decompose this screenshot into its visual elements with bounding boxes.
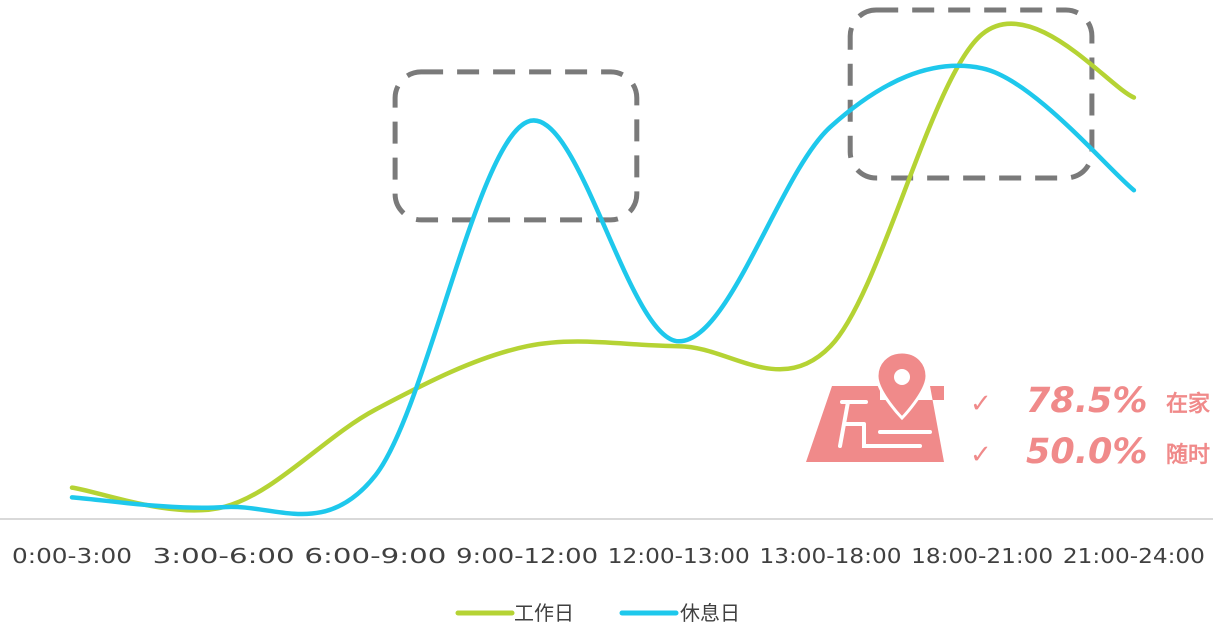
- legend-label-2: 休息日: [680, 601, 740, 625]
- x-tick-label: 18:00-21:00: [911, 544, 1053, 568]
- legend: 工作日 休息日: [455, 601, 740, 625]
- x-tick-label: 3:00-6:00: [153, 544, 295, 568]
- check-icon: ✓: [970, 440, 992, 470]
- annotation-line-1: ✓ 78.5% 在家: [970, 381, 1211, 421]
- highlight-box-2: [847, 7, 1095, 181]
- legend-label-1: 工作日: [514, 601, 574, 625]
- map-location-icon: [806, 350, 944, 462]
- x-tick-label: 12:00-13:00: [608, 544, 750, 568]
- x-tick-labels: 0:00-3:00 3:00-6:00 6:00-9:00 9:00-12:00 12:…: [12, 544, 1205, 568]
- x-tick-label: 13:00-18:00: [760, 544, 902, 568]
- x-tick-label: 6:00-9:00: [304, 544, 446, 568]
- annotation-text: 随时: [1166, 442, 1210, 468]
- series-line-1: [69, 21, 1137, 513]
- annotation-text: 在家: [1166, 391, 1211, 417]
- x-tick-label: 0:00-3:00: [12, 544, 132, 568]
- annotation-callout: ✓ 78.5% 在家 ✓ 50.0% 随时: [806, 350, 1211, 472]
- x-tick-label: 21:00-24:00: [1063, 544, 1205, 568]
- highlight-box-1: [392, 69, 640, 223]
- x-tick-label: 9:00-12:00: [456, 544, 598, 568]
- annotation-percent: 78.5%: [1026, 381, 1147, 421]
- series-lines: [69, 21, 1137, 517]
- annotation-percent: 50.0%: [1026, 432, 1147, 472]
- annotation-line-2: ✓ 50.0% 随时: [970, 432, 1210, 472]
- series-line-2: [69, 63, 1137, 517]
- highlight-boxes: [392, 7, 1095, 223]
- check-icon: ✓: [970, 389, 992, 419]
